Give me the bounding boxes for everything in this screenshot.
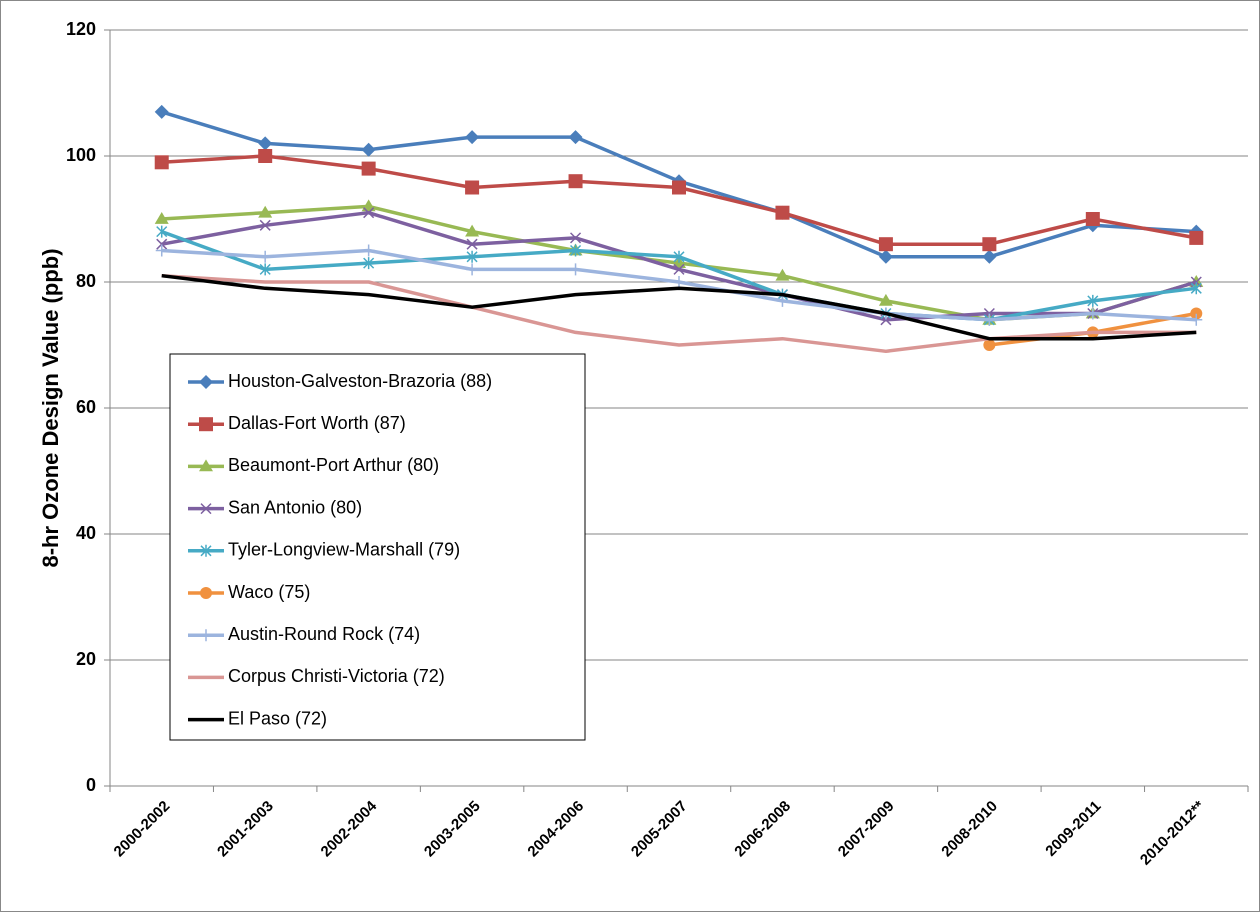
data-point	[363, 257, 375, 270]
legend-label: San Antonio (80)	[228, 497, 362, 517]
data-point	[1190, 313, 1203, 326]
data-point	[878, 293, 893, 306]
legend-label: Beaumont-Port Arthur (80)	[228, 455, 439, 475]
legend-marker	[199, 459, 213, 472]
data-point	[258, 149, 273, 163]
legend-label: Dallas-Fort Worth (87)	[228, 413, 406, 433]
data-point	[1190, 282, 1202, 295]
data-point	[878, 249, 893, 264]
y-tick-label: 100	[66, 145, 96, 165]
data-point	[1085, 212, 1100, 226]
data-point	[155, 244, 168, 257]
y-tick-label: 60	[76, 397, 96, 417]
data-point	[673, 276, 685, 288]
legend-marker	[199, 375, 213, 389]
series-line	[161, 273, 1197, 354]
data-point	[154, 212, 169, 224]
y-tick-label: 20	[76, 649, 96, 669]
data-point	[465, 130, 480, 145]
legend-marker	[200, 544, 212, 557]
legend-marker	[200, 587, 212, 599]
y-tick-label: 40	[76, 523, 96, 543]
data-point	[569, 263, 582, 276]
data-point	[258, 205, 273, 218]
data-point	[465, 224, 480, 237]
data-point	[154, 104, 169, 119]
data-point	[466, 238, 478, 250]
data-point	[156, 225, 168, 238]
legend-label: El Paso (72)	[228, 708, 327, 728]
data-point	[775, 268, 790, 281]
data-point	[156, 238, 168, 250]
data-point	[983, 339, 996, 351]
legend-label: Austin-Round Rock (74)	[228, 624, 420, 644]
legend-label: Corpus Christi-Victoria (72)	[228, 666, 445, 686]
data-point	[1190, 307, 1203, 320]
data-point	[1087, 294, 1099, 307]
y-tick-label: 80	[76, 271, 96, 291]
legend-label: Tyler-Longview-Marshall (79)	[228, 540, 460, 560]
data-point	[673, 250, 685, 263]
data-point	[361, 142, 376, 157]
series-line	[161, 273, 1197, 341]
data-point	[1086, 307, 1099, 320]
legend-marker	[200, 503, 212, 515]
data-point	[154, 155, 169, 170]
data-point	[568, 130, 583, 145]
data-point	[362, 244, 375, 257]
data-point	[570, 244, 582, 257]
data-point	[672, 180, 686, 195]
data-point	[775, 205, 790, 220]
data-point	[363, 207, 375, 219]
legend-label: Waco (75)	[228, 582, 310, 602]
data-point	[259, 263, 271, 276]
data-point	[982, 237, 997, 252]
y-tick-label: 0	[86, 775, 96, 795]
data-point	[259, 219, 271, 231]
data-point	[673, 263, 685, 275]
data-point	[259, 250, 272, 263]
legend-marker	[200, 629, 212, 642]
data-point	[1189, 230, 1204, 245]
data-point	[878, 237, 893, 252]
data-point	[466, 250, 478, 263]
legend-marker	[199, 417, 213, 432]
data-point	[466, 263, 479, 276]
data-point	[983, 313, 996, 326]
data-point	[465, 180, 480, 195]
data-point	[776, 294, 789, 307]
data-point	[570, 232, 582, 244]
y-axis-title: 8-hr Ozone Design Value (ppb)	[38, 248, 63, 567]
legend-label: Houston-Galveston-Brazoria (88)	[228, 371, 492, 391]
data-point	[258, 136, 273, 151]
data-point	[568, 174, 583, 189]
data-point	[982, 249, 997, 264]
data-point	[361, 161, 376, 176]
y-tick-label: 120	[66, 19, 96, 39]
legend-box	[169, 353, 586, 741]
